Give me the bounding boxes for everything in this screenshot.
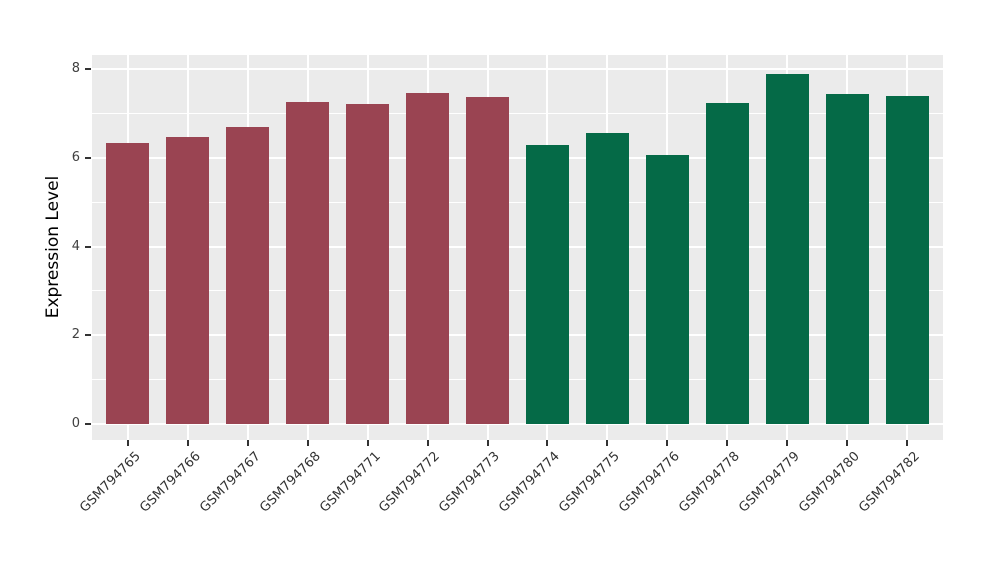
y-tick-mark (85, 334, 91, 337)
major-gridline (92, 156, 943, 159)
x-tick-label: GSM794782 (856, 449, 923, 516)
y-tick-label: 2 (71, 327, 80, 343)
bar-GSM794766 (166, 136, 210, 424)
x-tick-label: GSM794776 (616, 449, 683, 516)
x-tick-label: GSM794768 (256, 449, 324, 516)
major-gridline (92, 334, 943, 337)
y-tick-label: 6 (71, 149, 80, 165)
minor-gridline (92, 201, 943, 203)
x-tick-label: GSM794780 (796, 449, 863, 516)
x-tick-mark (666, 440, 669, 446)
x-tick-mark (846, 440, 849, 446)
y-tick-mark (85, 68, 91, 71)
y-tick-label: 0 (71, 416, 80, 431)
x-tick-mark (306, 440, 309, 446)
y-tick-label: 4 (71, 238, 80, 254)
x-tick-mark (486, 440, 489, 446)
bar-GSM794774 (525, 145, 569, 424)
x-tick-mark (606, 440, 609, 446)
x-tick-label: GSM794772 (376, 449, 444, 516)
bar-GSM794779 (765, 73, 809, 424)
x-tick-mark (366, 440, 369, 446)
y-tick-label: 8 (71, 61, 80, 77)
x-tick-mark (786, 440, 789, 446)
bar-GSM794778 (705, 103, 749, 424)
x-tick-label: GSM794778 (676, 449, 743, 516)
x-tick-mark (246, 440, 249, 446)
bar-GSM794776 (645, 154, 689, 424)
x-tick-label: GSM794775 (556, 449, 624, 516)
bar-GSM794782 (885, 95, 929, 424)
y-tick-mark (85, 156, 91, 159)
x-tick-label: GSM794773 (436, 449, 504, 516)
bar-GSM794773 (466, 97, 510, 424)
major-gridline (92, 68, 943, 71)
x-tick-mark (126, 440, 129, 446)
x-tick-mark (546, 440, 549, 446)
x-tick-label: GSM794779 (736, 449, 803, 516)
y-tick-mark (85, 423, 91, 425)
bar-GSM794768 (286, 101, 330, 424)
major-gridline (92, 423, 943, 425)
bar-GSM794767 (226, 126, 270, 424)
minor-gridline (92, 113, 943, 115)
x-tick-label: GSM794771 (316, 449, 384, 516)
x-tick-label: GSM794765 (76, 449, 144, 516)
y-tick-mark (85, 245, 91, 248)
x-tick-label: GSM794767 (196, 449, 264, 516)
major-gridline (92, 245, 943, 248)
x-tick-mark (726, 440, 729, 446)
bar-GSM794771 (346, 103, 390, 424)
bar-GSM794772 (406, 93, 450, 424)
bar-GSM794765 (106, 143, 150, 424)
x-tick-mark (186, 440, 189, 446)
bar-GSM794780 (825, 94, 869, 424)
x-tick-label: GSM794774 (496, 449, 564, 516)
x-tick-mark (426, 440, 429, 446)
x-tick-mark (906, 440, 909, 446)
minor-gridline (92, 290, 943, 292)
bar-GSM794775 (585, 132, 629, 424)
minor-gridline (92, 379, 943, 381)
plot-panel (92, 55, 943, 440)
x-tick-label: GSM794766 (136, 449, 204, 516)
